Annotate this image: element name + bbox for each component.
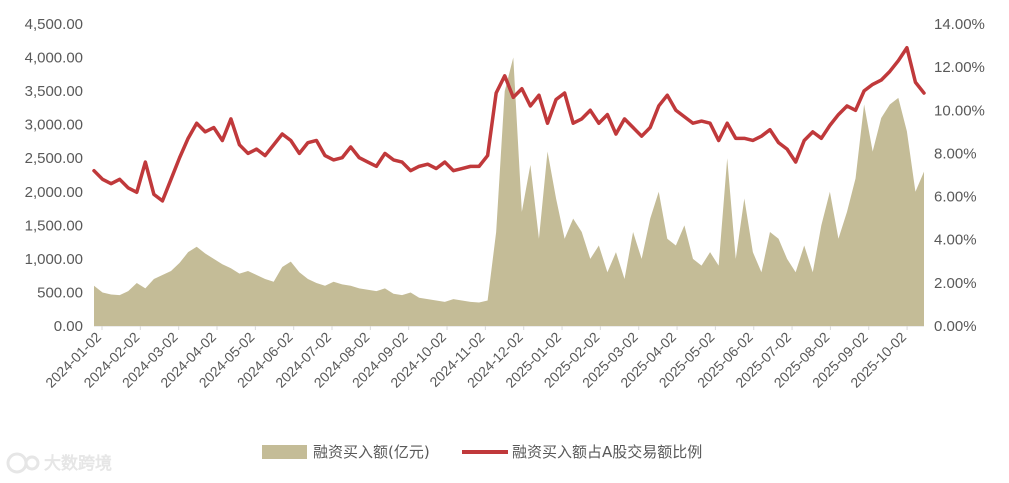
line-series-ratio xyxy=(92,45,926,203)
y-axis-left: 0.00 500.00 1,000.00 1,500.00 2,000.00 2,500.… xyxy=(25,16,83,335)
legend-area-swatch xyxy=(262,445,307,459)
y-left-tick-label: 4,000.00 xyxy=(25,50,83,67)
y-right-tick-label: 12.00% xyxy=(934,59,985,76)
y-left-tick-label: 3,500.00 xyxy=(25,83,83,100)
watermark-text: 大数跨境 xyxy=(44,453,112,474)
plot-area xyxy=(92,45,926,327)
y-right-tick-label: 8.00% xyxy=(934,145,977,162)
watermark: 大数跨境 xyxy=(6,452,112,474)
y-right-tick-label: 4.00% xyxy=(934,232,977,249)
y-left-tick-label: 3,000.00 xyxy=(25,117,83,134)
y-left-tick-label: 500.00 xyxy=(37,284,83,301)
y-left-tick-label: 2,000.00 xyxy=(25,184,83,201)
legend-area-label: 融资买入额(亿元) xyxy=(313,443,430,461)
area-series-buy-amount xyxy=(94,57,924,327)
y-left-tick-label: 1,500.00 xyxy=(25,217,83,234)
watermark-logo-icon xyxy=(6,452,40,474)
legend-line-label: 融资买入额占A股交易额比例 xyxy=(512,443,702,461)
y-right-tick-label: 0.00% xyxy=(934,318,977,335)
y-left-tick-label: 0.00 xyxy=(54,318,83,335)
y-left-tick-label: 1,000.00 xyxy=(25,251,83,268)
y-left-tick-label: 2,500.00 xyxy=(25,150,83,167)
y-right-tick-label: 6.00% xyxy=(934,189,977,206)
y-axis-right: 0.00% 2.00% 4.00% 6.00% 8.00% 10.00% 12.00% 14.… xyxy=(934,16,985,335)
y-right-tick-label: 10.00% xyxy=(934,102,985,119)
legend: 融资买入额(亿元) 融资买入额占A股交易额比例 xyxy=(262,443,702,461)
x-axis: 2024-01-022024-02-022024-03-022024-04-02… xyxy=(42,325,924,391)
y-right-tick-label: 2.00% xyxy=(934,275,977,292)
y-right-tick-label: 14.00% xyxy=(934,16,985,33)
y-left-tick-label: 4,500.00 xyxy=(25,16,83,33)
